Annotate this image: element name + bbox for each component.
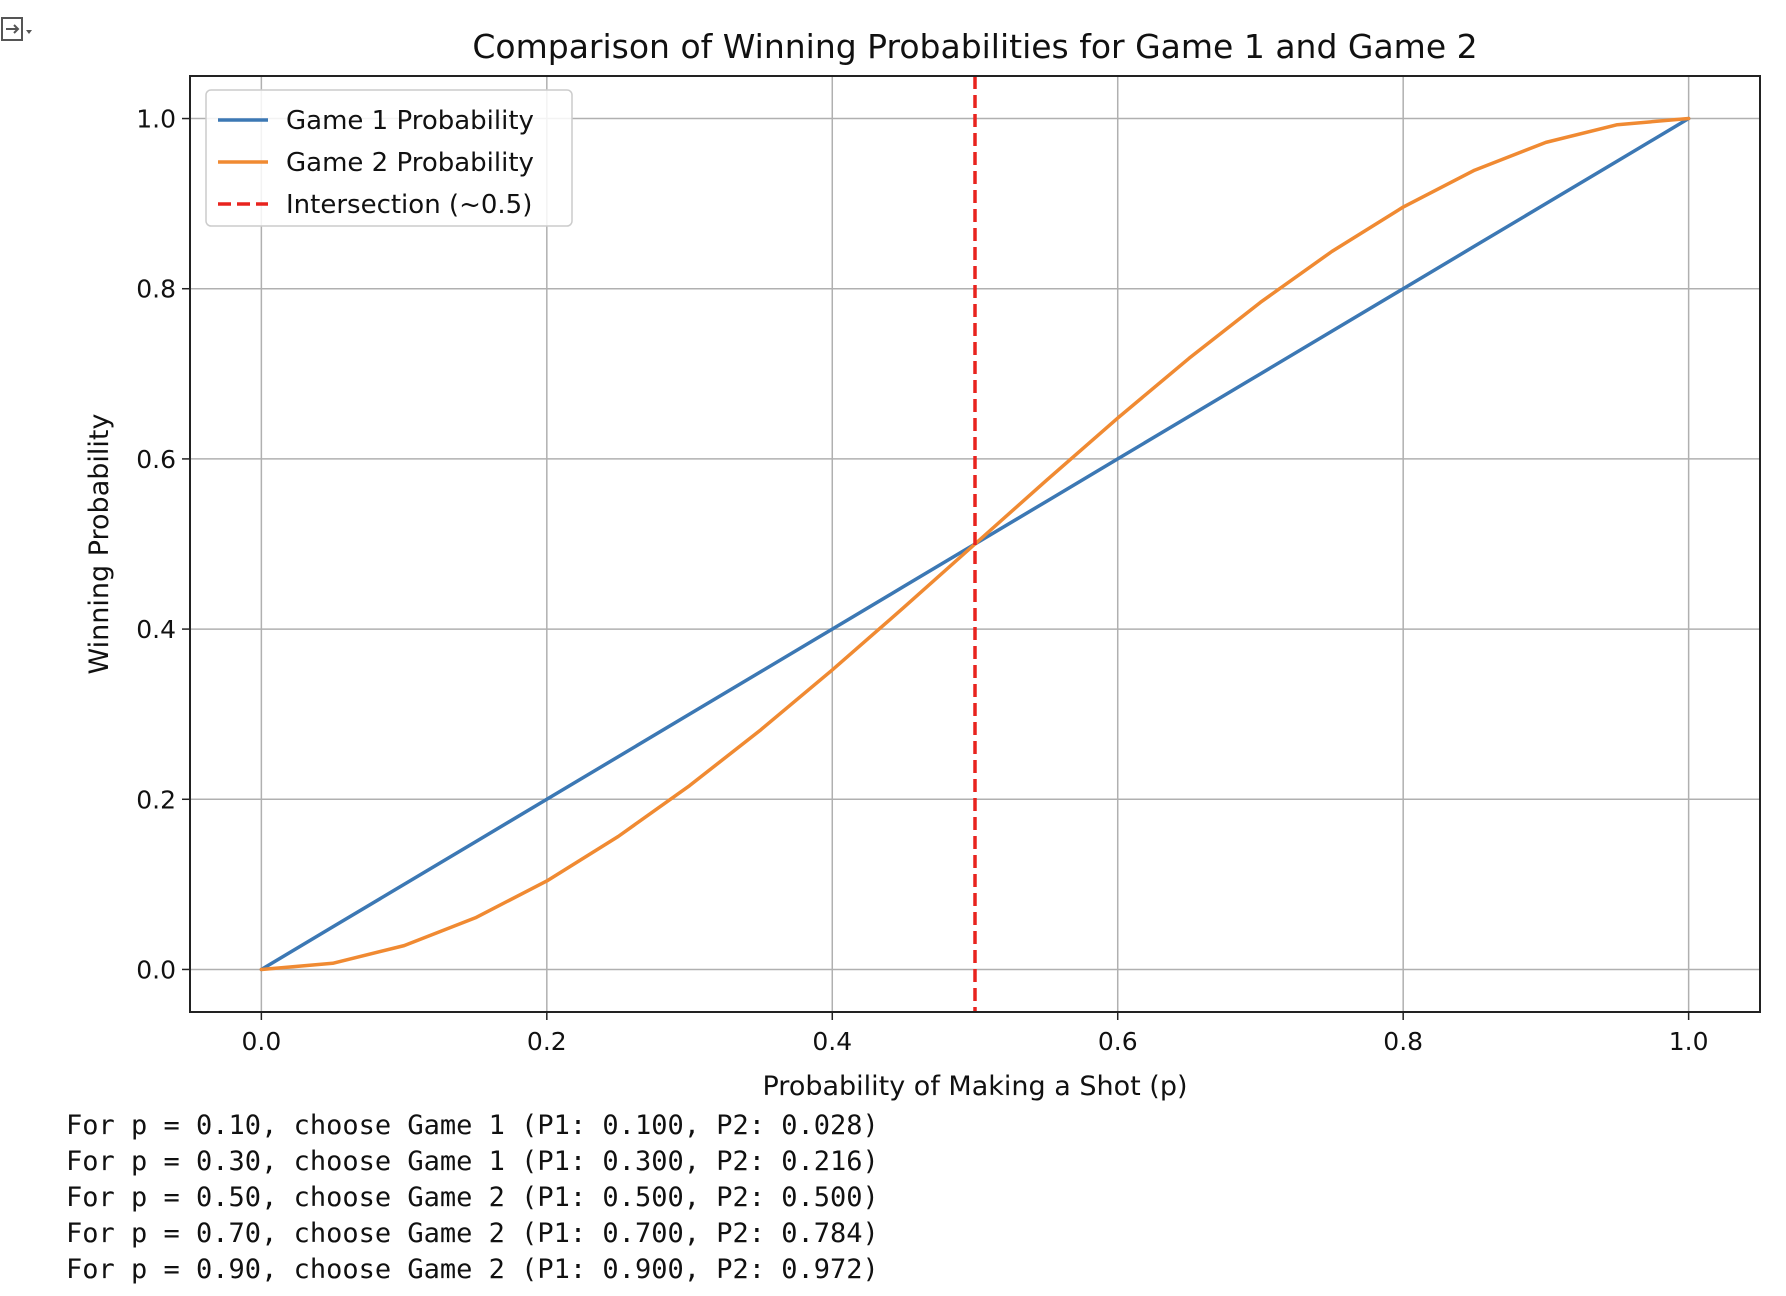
- series-layer: [259, 76, 1691, 1012]
- x-axis-label: Probability of Making a Shot (p): [763, 1071, 1188, 1102]
- y-axis-label: Winning Probability: [84, 414, 115, 675]
- x-tick-label: 1.0: [1669, 1027, 1709, 1056]
- output-collapse-icon[interactable]: [0, 10, 40, 50]
- y-tick-label: 0.6: [136, 445, 176, 474]
- console-line: For p = 0.70, choose Game 2 (P1: 0.700, …: [66, 1218, 879, 1249]
- legend: Game 1 Probability Game 2 Probability Inte…: [205, 89, 573, 227]
- console-line: For p = 0.50, choose Game 2 (P1: 0.500, …: [66, 1182, 879, 1213]
- y-tick-label: 0.4: [136, 615, 176, 644]
- x-tick-label: 0.2: [527, 1027, 567, 1056]
- x-tick-label: 0.6: [1098, 1027, 1138, 1056]
- legend-box: [205, 89, 573, 227]
- x-tick-label: 0.4: [812, 1027, 852, 1056]
- y-tick-label: 0.0: [136, 955, 176, 984]
- x-tick-label: 0.0: [241, 1027, 281, 1056]
- legend-label: Intersection (~0.5): [286, 190, 532, 220]
- console-line: For p = 0.10, choose Game 1 (P1: 0.100, …: [66, 1110, 879, 1141]
- legend-label: Game 2 Probability: [286, 148, 534, 178]
- legend-label: Game 1 Probability: [286, 106, 534, 136]
- y-tick-label: 0.2: [136, 785, 176, 814]
- ticks: 0.0 0.2 0.4 0.6 0.8 1.0 0.0 0.2 0.4 0.6 0.8 1.0: [136, 105, 1708, 1056]
- console-line: For p = 0.90, choose Game 2 (P1: 0.900, …: [66, 1254, 879, 1285]
- plot-frame: [189, 75, 1761, 1013]
- console-output: For p = 0.10, choose Game 1 (P1: 0.100, …: [66, 1108, 879, 1288]
- y-tick-label: 0.8: [136, 275, 176, 304]
- x-tick-label: 0.8: [1383, 1027, 1423, 1056]
- chart-title: Comparison of Winning Probabilities for …: [472, 27, 1477, 66]
- console-line: For p = 0.30, choose Game 1 (P1: 0.300, …: [66, 1146, 879, 1177]
- y-tick-label: 1.0: [136, 105, 176, 134]
